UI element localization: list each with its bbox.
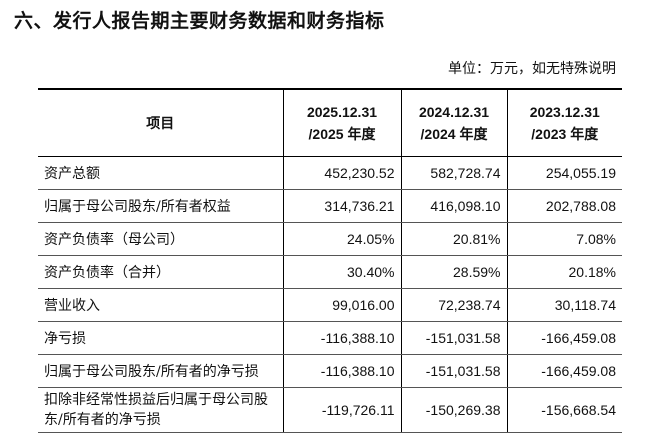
table-row: 归属于母公司股东/所有者权益 314,736.21 416,098.10 202… (38, 189, 622, 223)
header-2024-date: 2024.12.31 (418, 104, 490, 120)
table-row: 资产负债率（母公司） 24.05% 20.81% 7.08% (38, 222, 622, 256)
cell-2025: -116,388.10 (282, 321, 401, 355)
unit-note: 单位：万元，如无特殊说明 (448, 61, 616, 77)
cell-2025: 30.40% (282, 255, 401, 289)
cell-2024: -151,031.58 (400, 354, 507, 388)
header-2023-date: 2023.12.31 (529, 104, 600, 120)
cell-2023: 202,788.08 (506, 189, 622, 223)
cell-2023: -166,459.08 (506, 354, 622, 388)
header-2024: 2024.12.31 /2024 年度 (400, 88, 507, 157)
cell-2023: 7.08% (506, 222, 622, 256)
cell-2025: -116,388.10 (282, 354, 401, 388)
cell-2025: 314,736.21 (282, 189, 401, 223)
cell-2023: 254,055.19 (506, 156, 622, 190)
section-title: 六、发行人报告期主要财务数据和财务指标 (14, 10, 385, 32)
row-label: 归属于母公司股东/所有者的净亏损 (38, 354, 283, 388)
row-label: 资产负债率（合并） (38, 255, 283, 289)
cell-2023: 20.18% (506, 255, 622, 289)
row-label: 营业收入 (38, 288, 283, 322)
cell-2025: 452,230.52 (282, 156, 401, 190)
header-2025-date: 2025.12.31 (306, 104, 378, 120)
row-label: 资产负债率（母公司） (38, 222, 283, 256)
header-2024-year: /2024 年度 (420, 126, 488, 142)
table-row: 扣除非经常性损益后归属于母公司股东/所有者的净亏损 -119,726.11 -1… (38, 387, 622, 433)
header-item: 项目 (38, 88, 283, 157)
header-2025-year: /2025 年度 (308, 126, 376, 142)
row-label: 资产总额 (38, 156, 283, 190)
header-2023-year: /2023 年度 (531, 126, 599, 142)
header-row: 项目 2025.12.31 /2025 年度 2024.12.31 /2024 … (38, 88, 622, 157)
table-row: 归属于母公司股东/所有者的净亏损 -116,388.10 -151,031.58… (38, 354, 622, 388)
cell-2025: 24.05% (282, 222, 401, 256)
table-row: 资产负债率（合并） 30.40% 28.59% 20.18% (38, 255, 622, 289)
cell-2024: 416,098.10 (400, 189, 507, 223)
header-2025: 2025.12.31 /2025 年度 (282, 88, 401, 157)
cell-2023: -166,459.08 (506, 321, 622, 355)
table-row: 资产总额 452,230.52 582,728.74 254,055.19 (38, 156, 622, 190)
table-row: 营业收入 99,016.00 72,238.74 30,118.74 (38, 288, 622, 322)
header-item-label: 项目 (146, 115, 175, 131)
table-row: 净亏损 -116,388.10 -151,031.58 -166,459.08 (38, 321, 622, 355)
row-label: 归属于母公司股东/所有者权益 (38, 189, 283, 223)
cell-2024: 582,728.74 (400, 156, 507, 190)
cell-2023: -156,668.54 (506, 387, 622, 433)
cell-2024: -150,269.38 (400, 387, 507, 433)
cell-2023: 30,118.74 (506, 288, 622, 322)
cell-2024: 20.81% (400, 222, 507, 256)
cell-2025: 99,016.00 (282, 288, 401, 322)
financial-table: 项目 2025.12.31 /2025 年度 2024.12.31 /2024 … (38, 88, 622, 433)
row-label: 净亏损 (38, 321, 283, 355)
header-2023: 2023.12.31 /2023 年度 (506, 88, 622, 157)
row-label: 扣除非经常性损益后归属于母公司股东/所有者的净亏损 (38, 387, 283, 433)
cell-2024: -151,031.58 (400, 321, 507, 355)
cell-2024: 72,238.74 (400, 288, 507, 322)
cell-2024: 28.59% (400, 255, 507, 289)
cell-2025: -119,726.11 (282, 387, 401, 433)
